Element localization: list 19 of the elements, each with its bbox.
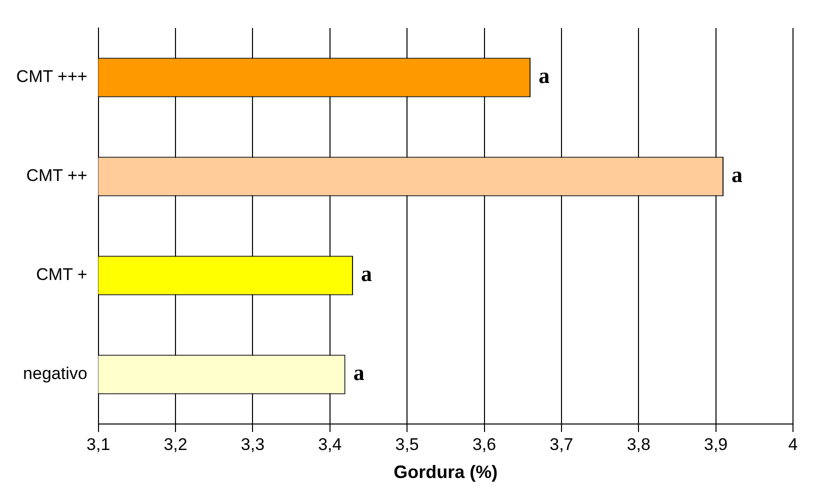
annotation: a [353, 360, 364, 386]
x-tick-label: 3,9 [704, 434, 728, 454]
x-tick-label: 4 [788, 434, 798, 454]
x-axis-title: Gordura (%) [394, 462, 498, 482]
x-tick-label: 3,4 [318, 434, 342, 454]
x-tick-label: 3,3 [240, 434, 265, 454]
x-tick-label: 3,5 [395, 434, 419, 454]
x-tick-label: 3,7 [550, 434, 574, 454]
y-tick-label: negativo [23, 364, 88, 384]
y-tick-label: CMT ++ [26, 166, 88, 186]
y-tick-label: CMT +++ [16, 67, 88, 86]
x-tick-label: 3,2 [164, 434, 188, 454]
y-tick-label: CMT + [36, 265, 88, 284]
x-tick-label: 3,1 [86, 434, 110, 454]
annotation: a [361, 261, 372, 286]
x-tick-label: 3,6 [472, 434, 496, 454]
annotation: a [538, 63, 550, 88]
annotation: a [732, 162, 743, 188]
x-tick-label: 3,8 [626, 434, 650, 454]
